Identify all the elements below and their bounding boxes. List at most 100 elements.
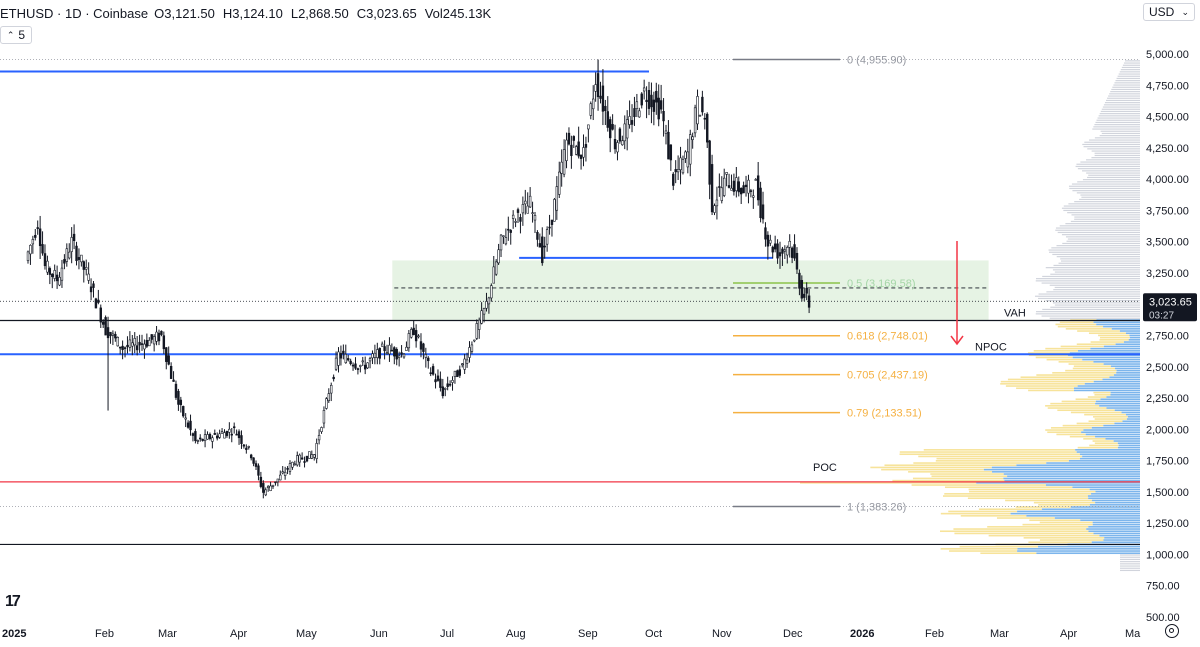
- candle-body: [51, 273, 54, 277]
- candle-body: [31, 239, 35, 245]
- vp-bar-upper: [1045, 300, 1140, 302]
- vp-bar-upper: [1087, 176, 1140, 179]
- candle-body: [545, 229, 549, 245]
- candle-body: [429, 372, 432, 375]
- candle-body: [373, 352, 377, 358]
- vp-bar-buy: [1062, 424, 1104, 427]
- candle-body: [640, 93, 643, 106]
- vp-bar-upper: [1052, 302, 1140, 304]
- vp-bar-upper: [1054, 271, 1140, 273]
- x-tick-label: Jun: [370, 628, 388, 640]
- vp-bar-buy: [923, 449, 1076, 451]
- vp-bar-upper: [1098, 115, 1140, 117]
- vp-bar-upper: [1035, 295, 1140, 297]
- vp-bar-sell: [1003, 473, 1140, 475]
- y-tick-label: 5,000.00: [1146, 49, 1189, 61]
- vp-bar-buy: [987, 526, 1089, 528]
- vp-bar-upper: [1101, 132, 1140, 135]
- collapse-indicators-button[interactable]: ⌃ 5: [0, 26, 32, 44]
- candle-body: [99, 307, 102, 323]
- candle-body: [696, 96, 699, 125]
- vp-bar-sell: [1128, 339, 1140, 341]
- vp-bar-buy: [988, 534, 1100, 537]
- candle-body: [111, 333, 115, 336]
- vp-bar-upper: [1035, 278, 1140, 280]
- vp-bar-upper: [1116, 77, 1140, 80]
- vp-bar-upper: [1042, 275, 1140, 278]
- vp-bar-upper: [1102, 106, 1140, 108]
- vp-bar-buy: [1065, 369, 1117, 372]
- vp-bar-sell: [1110, 394, 1140, 396]
- vp-bar-buy: [1093, 416, 1128, 418]
- candle-body: [184, 417, 187, 420]
- vp-bar-upper: [1041, 282, 1140, 284]
- vp-bar-sell: [1096, 323, 1140, 326]
- candle-body: [480, 310, 483, 324]
- candle-body: [332, 376, 335, 380]
- vp-bar-lower: [1120, 567, 1140, 569]
- y-tick-label: 4,250.00: [1146, 143, 1189, 155]
- candle-body: [550, 219, 554, 225]
- candle-body: [249, 454, 253, 459]
- candle-body: [206, 434, 209, 440]
- vp-bar-upper: [1125, 60, 1140, 62]
- candle-body: [264, 489, 267, 496]
- candle-body: [575, 146, 578, 155]
- symbol-title[interactable]: ETHUSD · 1D · Coinbase: [0, 5, 149, 21]
- vp-bar-sell: [1106, 396, 1140, 398]
- candle-body: [293, 463, 297, 466]
- vp-bar-upper: [1082, 143, 1140, 146]
- vp-bar-buy: [881, 468, 984, 471]
- candle-body: [274, 481, 277, 484]
- candle-body: [60, 267, 64, 281]
- vp-bar-upper: [1068, 203, 1140, 205]
- vp-bar-upper: [1121, 66, 1140, 69]
- vp-bar-sell: [1091, 541, 1140, 544]
- candle-body: [223, 432, 226, 439]
- candle-body: [135, 345, 139, 351]
- vp-bar-buy: [1045, 429, 1084, 431]
- tradingview-logo-icon[interactable]: 17: [5, 593, 21, 610]
- vp-bar-sell: [1117, 446, 1140, 449]
- vp-bar-upper: [1106, 99, 1140, 102]
- candle-body: [701, 96, 704, 113]
- candle-body: [305, 455, 309, 462]
- candle-body: [257, 465, 260, 476]
- candle-body: [477, 319, 481, 330]
- vp-bar-upper: [1060, 260, 1140, 262]
- candle-body: [201, 438, 204, 441]
- vp-bar-buy: [884, 464, 1017, 467]
- candle-body: [710, 164, 714, 213]
- vp-bar-sell: [1121, 411, 1140, 414]
- candle-body: [511, 214, 515, 219]
- fib-label-0.618: 0.618 (2,748.01): [847, 331, 928, 343]
- candle-body: [148, 340, 151, 347]
- candle-body: [310, 454, 314, 459]
- vp-bar-sell: [991, 466, 1140, 469]
- currency-selector[interactable]: USD ⌄: [1143, 3, 1195, 21]
- settings-gear-icon[interactable]: [1165, 624, 1179, 638]
- candle-body: [94, 298, 98, 309]
- candle-body: [356, 368, 360, 370]
- candle-body: [434, 379, 437, 383]
- volume-profile: [800, 60, 1140, 572]
- vp-bar-upper: [1066, 240, 1140, 242]
- y-tick-label: 3,250.00: [1146, 268, 1189, 280]
- candle-body: [300, 457, 304, 460]
- candle-body: [577, 141, 580, 157]
- candle-body: [807, 295, 811, 308]
- candle-body: [698, 114, 702, 117]
- x-tick-label: Aug: [506, 628, 526, 640]
- vp-bar-sell: [1089, 488, 1140, 491]
- low-label: L: [290, 5, 299, 21]
- candle-body: [167, 355, 170, 365]
- vp-bar-upper: [1094, 137, 1140, 139]
- vp-bar-upper: [1112, 86, 1140, 88]
- candle-body: [189, 420, 192, 431]
- vp-bar-sell: [1091, 427, 1140, 429]
- vp-bar-upper: [1079, 198, 1140, 201]
- candle-body: [296, 455, 299, 466]
- vp-bar-sell: [1016, 464, 1140, 467]
